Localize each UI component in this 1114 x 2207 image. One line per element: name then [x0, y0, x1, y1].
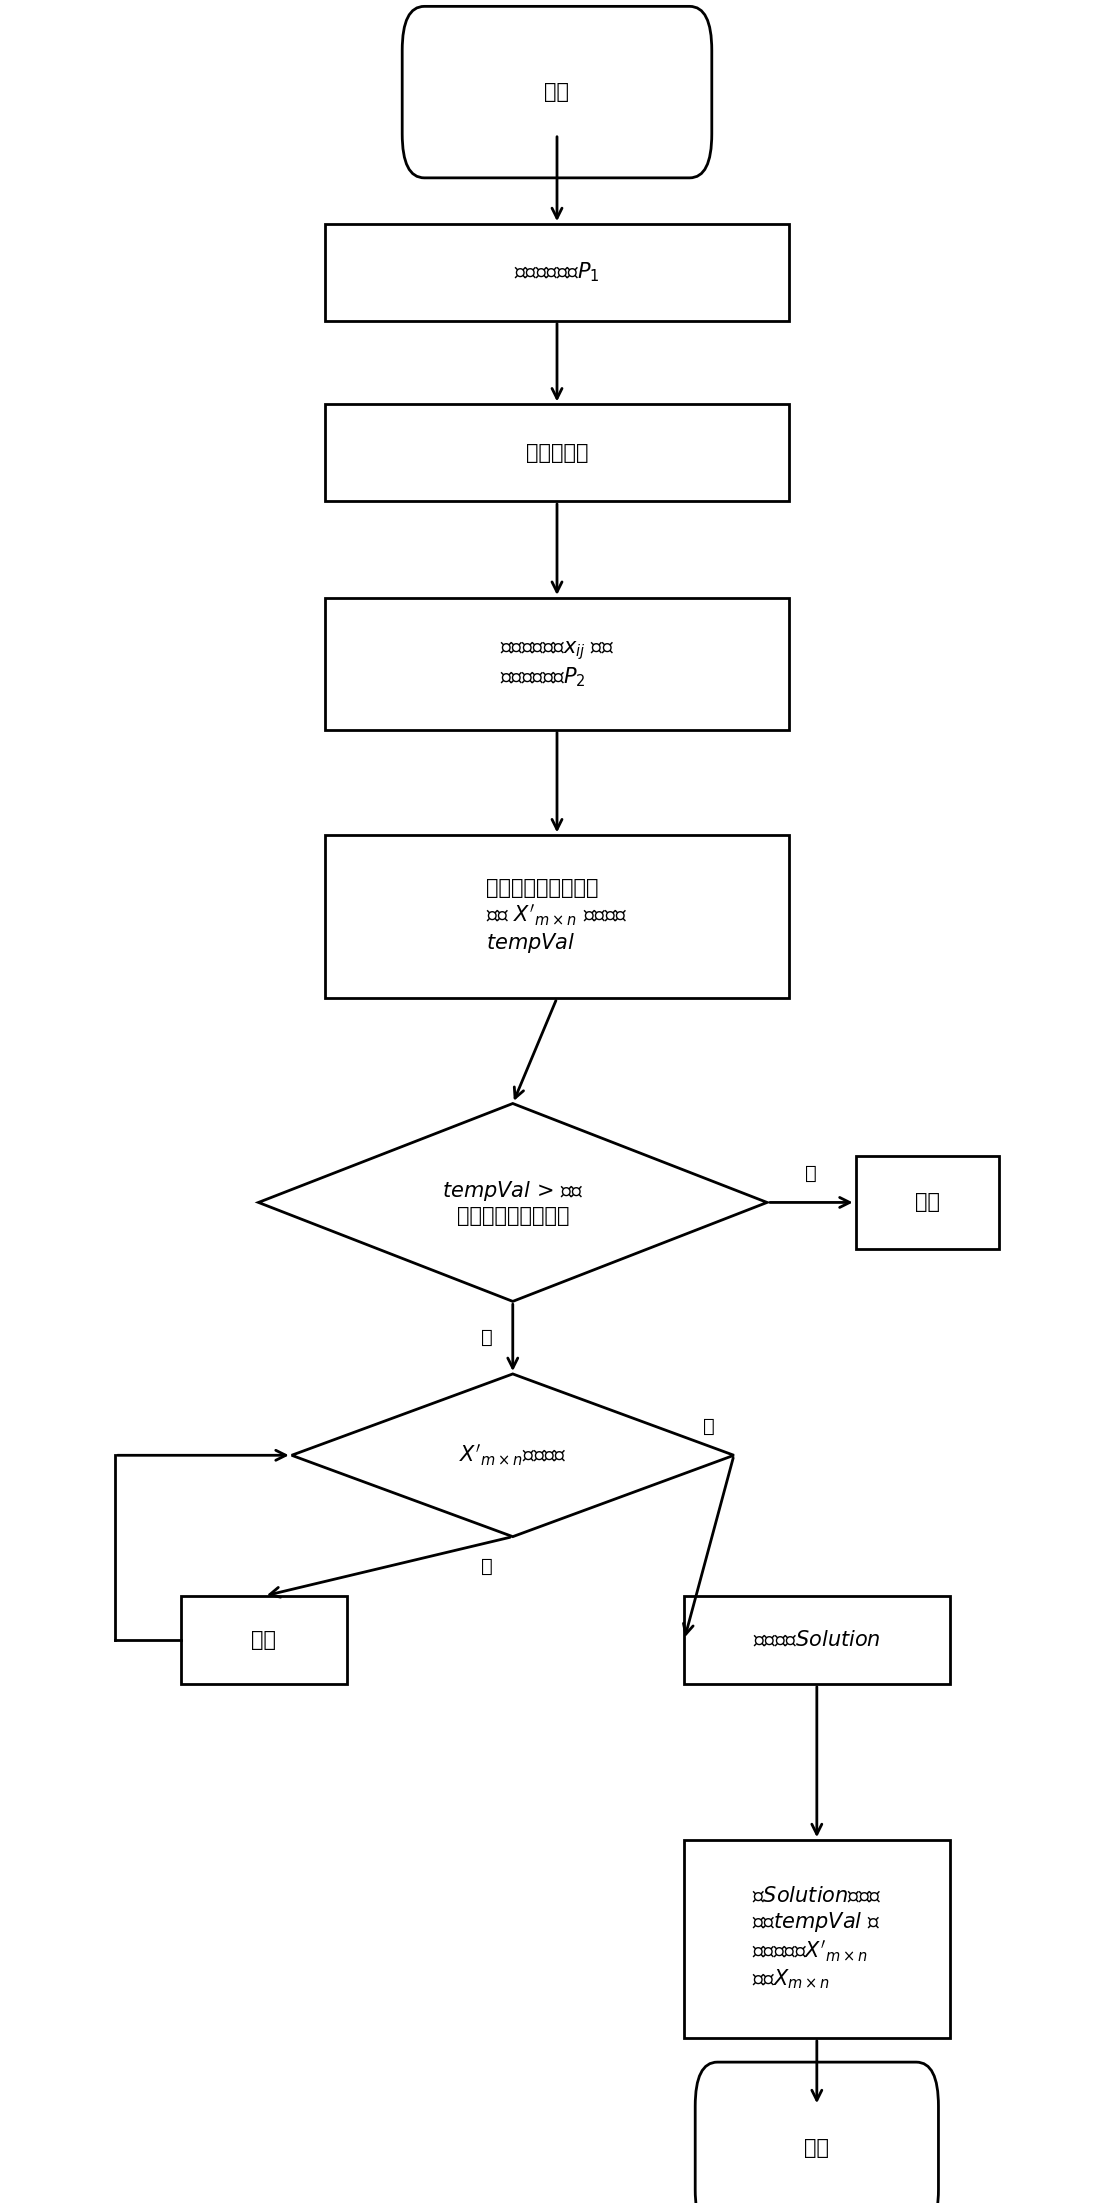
Text: 更新解集$Solution$: 更新解集$Solution$	[753, 1631, 881, 1651]
Text: 开始: 开始	[545, 82, 569, 102]
FancyBboxPatch shape	[402, 7, 712, 179]
Polygon shape	[258, 1104, 768, 1302]
Text: 松弛决策变量$x_{ij}$ 得到
松弛优化模型$P_2$: 松弛决策变量$x_{ij}$ 得到 松弛优化模型$P_2$	[500, 638, 614, 689]
Bar	[182, 1596, 346, 1684]
Text: 初始化参数: 初始化参数	[526, 444, 588, 463]
Bar	[325, 598, 789, 731]
Text: 否: 否	[481, 1329, 492, 1346]
Text: $tempVal$ > 上界
或当前问题无可行解: $tempVal$ > 上界 或当前问题无可行解	[442, 1179, 584, 1227]
Bar	[684, 1596, 949, 1684]
Text: 结束: 结束	[804, 2139, 829, 2158]
Bar	[325, 404, 789, 501]
Bar	[325, 225, 789, 320]
Text: 分支: 分支	[252, 1631, 276, 1651]
Text: 是: 是	[805, 1165, 818, 1183]
Text: $X'_{m\times n}$取离散値: $X'_{m\times n}$取离散値	[459, 1443, 567, 1468]
Text: 建立优化模型$P_1$: 建立优化模型$P_1$	[515, 260, 599, 285]
Text: 从$Solution$取出最
小的$tempVal$ 及
其所对应的$X'_{m\times n}$
赋给$X_{m\times n}$: 从$Solution$取出最 小的$tempVal$ 及 其所对应的$X'_{m…	[752, 1887, 881, 1991]
Bar	[856, 1156, 999, 1249]
FancyBboxPatch shape	[695, 2061, 938, 2207]
Text: 剪枝: 剪枝	[915, 1192, 940, 1212]
Polygon shape	[292, 1375, 734, 1536]
Bar	[325, 834, 789, 998]
Bar	[684, 1841, 949, 2037]
Text: 否: 否	[481, 1556, 492, 1576]
Text: 内点法求解，得到临
时解 $X'_{m\times n}$ 和能耗値
$tempVal$: 内点法求解，得到临 时解 $X'_{m\times n}$ 和能耗値 $temp…	[486, 878, 628, 956]
Text: 是: 是	[703, 1417, 715, 1437]
